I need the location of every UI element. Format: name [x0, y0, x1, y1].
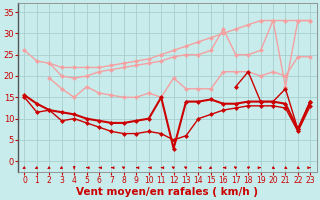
X-axis label: Vent moyen/en rafales ( km/h ): Vent moyen/en rafales ( km/h ): [76, 187, 258, 197]
